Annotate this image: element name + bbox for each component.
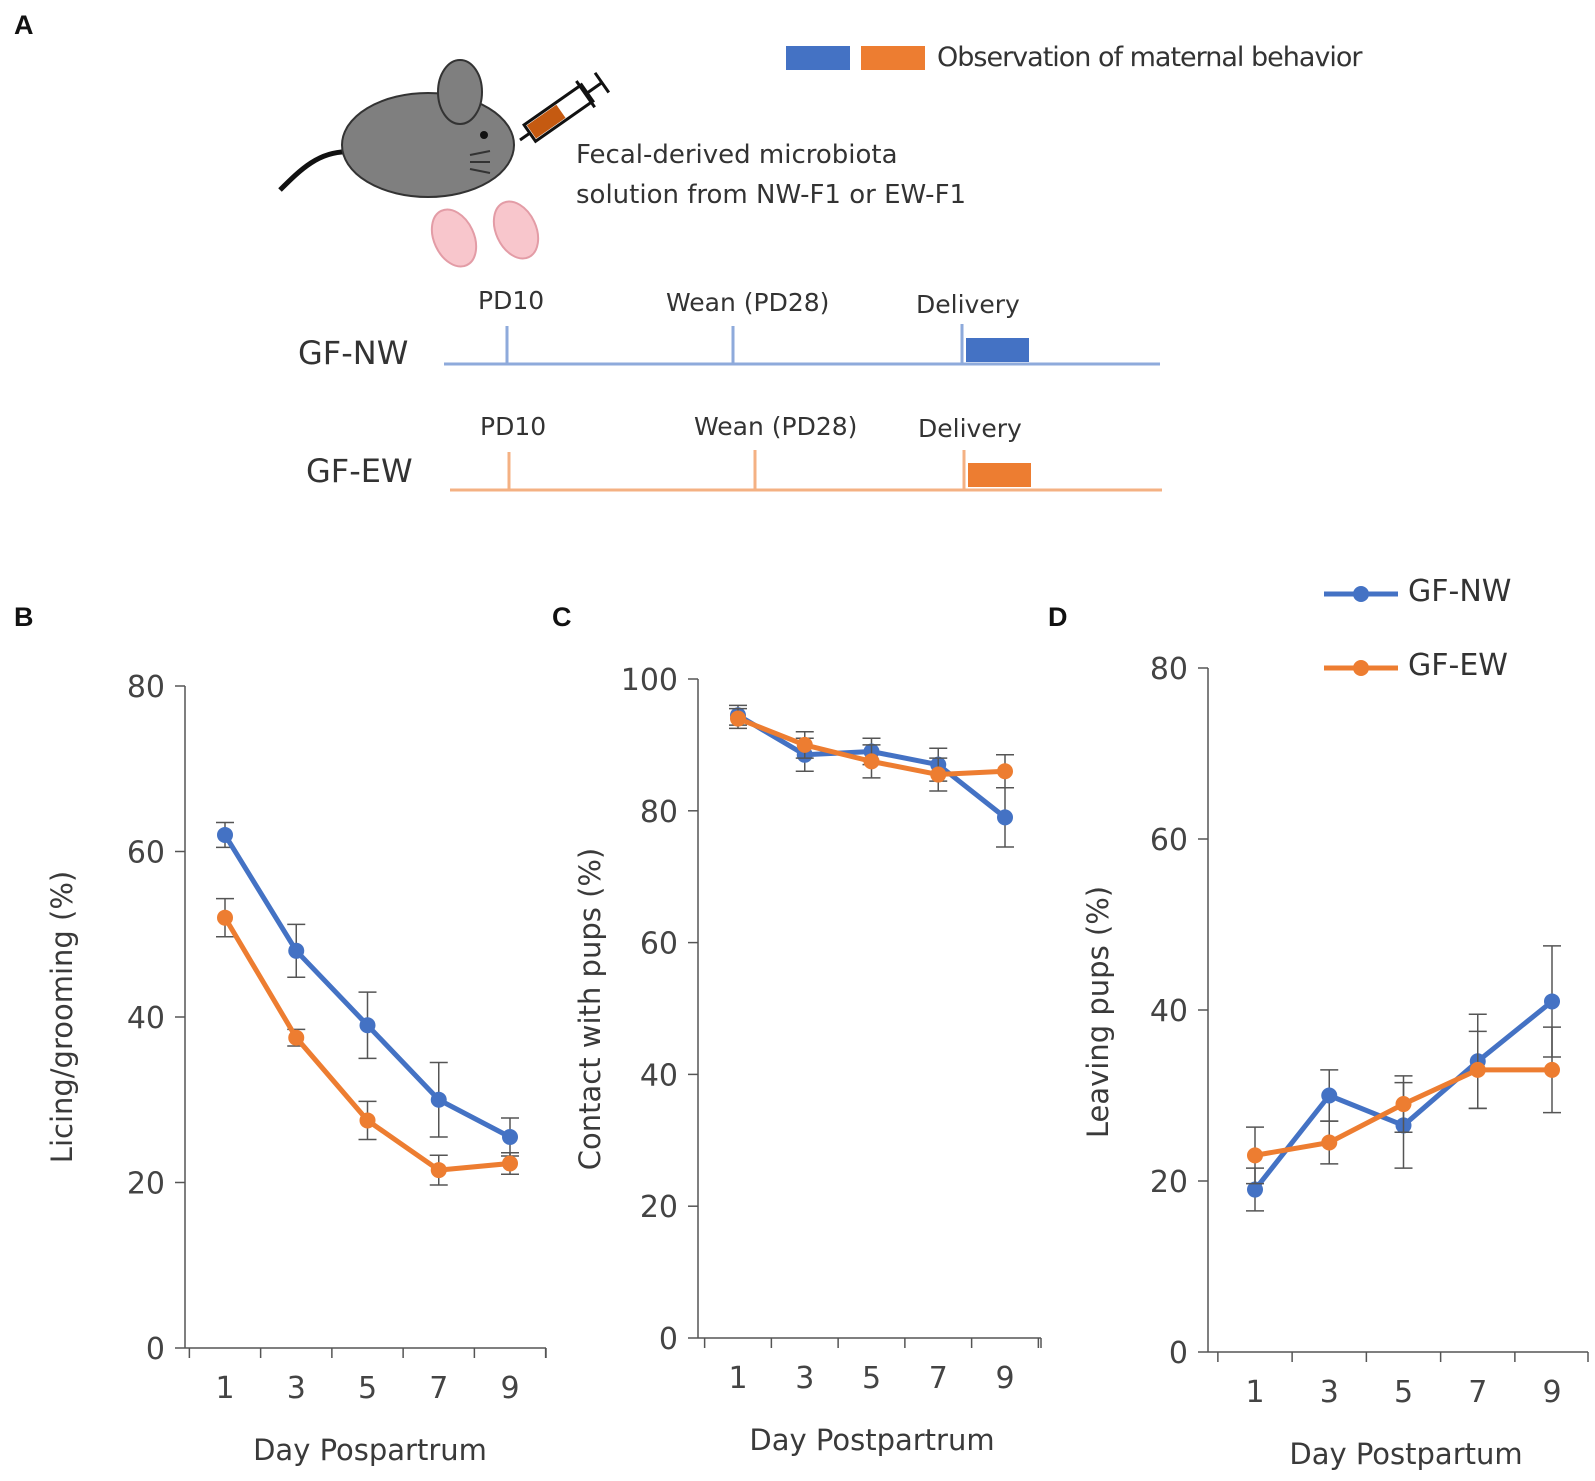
timeline-ew-group: GF-EW [306, 452, 413, 490]
timeline-ew-delivery: Delivery [918, 414, 1022, 443]
chart-b-ew-point [288, 1029, 305, 1046]
chart-b-ew-point [502, 1155, 518, 1172]
chart-c-ytick-label: 40 [640, 1058, 678, 1093]
line-charts: 0 20 40 60 80 1 3 5 7 9 Day Pospartrum Licing/groom… [45, 652, 1589, 1471]
mouse-ear [437, 59, 483, 125]
chart-d-xtick-label: 1 [1245, 1375, 1264, 1410]
panel-a-label: A [14, 10, 34, 40]
chart-c-ytick-label: 80 [640, 795, 678, 830]
chart-b-ytick-label: 20 [127, 1167, 165, 1202]
legend-marker-nw [1353, 586, 1369, 602]
chart-b-ytick-label: 80 [127, 670, 165, 705]
chart-b-ytick-label: 60 [127, 836, 165, 871]
panel-c-label: C [552, 602, 572, 632]
chart-b-xtick-label: 7 [429, 1371, 448, 1406]
chart-b-ytick-label: 0 [146, 1332, 165, 1367]
chart-d-nw-point [1321, 1087, 1338, 1104]
chart-d-ew-point [1469, 1061, 1486, 1078]
timeline-ew-pd10: PD10 [480, 412, 547, 441]
chart-c-xtick-label: 1 [728, 1361, 747, 1396]
chart-c-y-title: Contact with pups (%) [573, 848, 607, 1171]
chart-d-nw-point [1247, 1181, 1263, 1198]
observation-legend-text: Observation of maternal behavior [937, 42, 1363, 73]
chart-d-xtick-label: 3 [1320, 1375, 1339, 1410]
chart-b-xtick-label: 9 [500, 1371, 519, 1406]
chart-c-ew-point [997, 763, 1013, 780]
injection-text-line2: solution from NW-F1 or EW-F1 [576, 180, 967, 210]
chart-c-xtick-label: 7 [929, 1361, 948, 1396]
chart-c-x-title: Day Postpartrum [749, 1423, 994, 1457]
timeline-nw-group: GF-NW [298, 334, 409, 372]
chart-b-nw-point [430, 1091, 447, 1108]
chart-d-ew-point [1544, 1061, 1560, 1078]
panel-b-label: B [14, 602, 34, 632]
observation-bar-ew [968, 463, 1031, 487]
mouse-eye [480, 131, 488, 139]
chart-b-ew-point [430, 1162, 447, 1179]
chart-d-ytick-label: 20 [1150, 1165, 1188, 1200]
chart-b-nw-point [217, 826, 233, 843]
observation-bar-nw [966, 338, 1029, 362]
syringe-icon [519, 71, 611, 144]
chart-d-ew-point [1321, 1134, 1338, 1151]
chart-c-ytick-label: 60 [640, 927, 678, 962]
chart-legend-nw-label: GF-NW [1408, 574, 1512, 609]
chart-d-ytick-label: 60 [1150, 823, 1188, 858]
chart-b-nw-point [502, 1128, 518, 1145]
pup-left [430, 208, 478, 268]
chart-b-xtick-label: 5 [358, 1371, 377, 1406]
chart-c-ew-point [930, 766, 947, 783]
chart-d-x-title: Day Postpartum [1289, 1437, 1522, 1471]
chart-c-ew-point [863, 753, 880, 770]
mouse-illustration [278, 59, 515, 198]
mouse-whiskers [469, 150, 491, 174]
timeline-ew-wean: Wean (PD28) [694, 412, 858, 441]
legend-swatch-nw [786, 46, 850, 70]
chart-c-ytick-label: 0 [659, 1322, 678, 1357]
chart-d-ytick-label: 40 [1150, 994, 1188, 1029]
chart-c-nw-point [997, 809, 1013, 826]
chart-d-ytick-label: 80 [1150, 652, 1188, 687]
timeline-ew [450, 450, 1162, 492]
chart-d-xtick-label: 7 [1468, 1375, 1487, 1410]
chart-b-x-title: Day Pospartrum [253, 1433, 487, 1467]
chart-b-nw-point [288, 942, 305, 959]
chart-c-xtick-label: 3 [795, 1361, 814, 1396]
chart-b-y-title: Licing/grooming (%) [45, 871, 79, 1163]
legend-swatch-ew [861, 46, 925, 70]
chart-d-nw-point [1544, 993, 1560, 1010]
mouse-body [341, 92, 515, 198]
chart-c-ytick-label: 100 [621, 663, 678, 698]
pups-illustration [430, 200, 540, 268]
chart-b-ew-point [359, 1112, 376, 1129]
chart-b-ytick-label: 40 [127, 1001, 165, 1036]
chart-legend-ew-label: GF-EW [1408, 648, 1508, 683]
chart-c-xtick-label: 5 [862, 1361, 881, 1396]
chart-c-ytick-label: 20 [640, 1190, 678, 1225]
injection-text-line1: Fecal-derived microbiota [576, 140, 898, 170]
chart-b-xtick-label: 3 [287, 1371, 306, 1406]
legend-marker-ew [1353, 660, 1369, 676]
chart-d-xtick-label: 5 [1394, 1375, 1413, 1410]
pup-right [492, 200, 540, 260]
chart-c-ew-point [796, 736, 813, 753]
timeline-nw [444, 324, 1160, 366]
chart-b-xtick-label: 1 [215, 1371, 234, 1406]
chart-b-nw-point [359, 1017, 376, 1034]
chart-d-xtick-label: 9 [1542, 1375, 1561, 1410]
chart-b-ew-point [217, 909, 233, 926]
chart-d-ytick-label: 0 [1169, 1336, 1188, 1371]
chart-c-xtick-label: 9 [995, 1361, 1014, 1396]
chart-c-ew-point [730, 710, 746, 727]
timeline-nw-pd10: PD10 [478, 286, 545, 315]
chart-d-y-title: Leaving pups (%) [1081, 886, 1115, 1138]
chart-legend [1324, 586, 1398, 676]
timeline-nw-wean: Wean (PD28) [666, 288, 830, 317]
chart-d-ew-point [1247, 1147, 1263, 1164]
panel-d-label: D [1048, 602, 1068, 632]
mouse-tail [278, 149, 351, 192]
timeline-nw-delivery: Delivery [916, 290, 1020, 319]
chart-d-ew-point [1395, 1096, 1412, 1113]
